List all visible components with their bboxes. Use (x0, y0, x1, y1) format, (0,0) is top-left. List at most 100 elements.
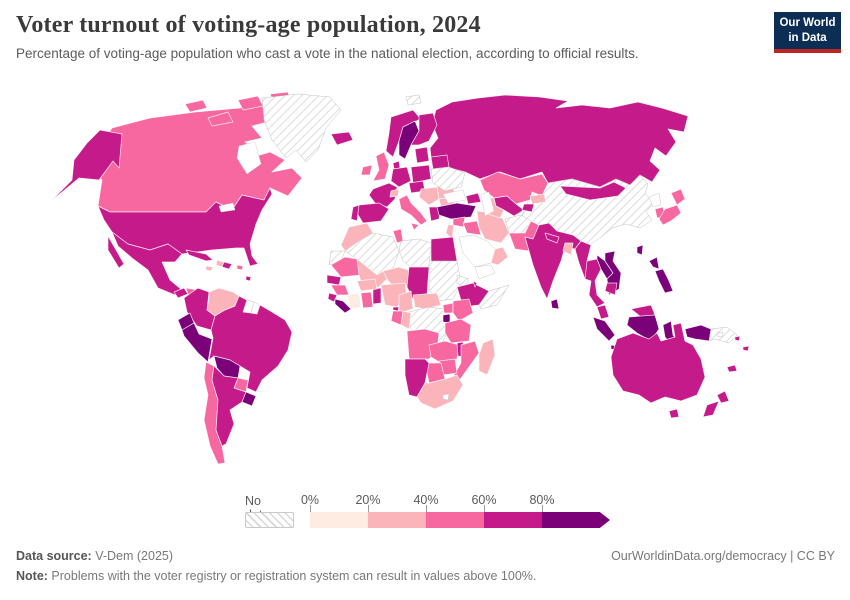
country-bangladesh[interactable] (562, 242, 574, 256)
country-canada[interactable] (207, 111, 234, 127)
country-srilanka[interactable] (550, 298, 560, 310)
country-svalbard[interactable] (405, 94, 422, 106)
country-jamaica[interactable] (205, 265, 214, 272)
country-mozambique[interactable] (452, 340, 480, 382)
country-iraq[interactable] (462, 220, 482, 236)
country-zambia[interactable] (428, 340, 460, 364)
country-nkorea[interactable] (648, 192, 662, 208)
country-baltics[interactable] (414, 146, 430, 164)
country-uganda[interactable] (442, 302, 454, 314)
country-usa[interactable] (49, 129, 123, 203)
country-mongolia[interactable] (559, 181, 627, 201)
country-yemen[interactable] (474, 264, 496, 280)
country-newzealand[interactable] (716, 390, 730, 404)
country-togobenin[interactable] (372, 287, 382, 305)
country-ukraine[interactable] (430, 166, 466, 192)
country-indonesia[interactable] (684, 324, 712, 342)
country-iceland[interactable] (330, 131, 354, 146)
country-uruguay[interactable] (241, 391, 257, 407)
country-southafrica[interactable] (416, 374, 464, 410)
legend-bin-60-80[interactable] (484, 512, 542, 528)
country-switzerland[interactable] (389, 188, 400, 198)
country-taiwan[interactable] (636, 244, 644, 256)
country-belarus[interactable] (430, 154, 450, 170)
country-madagascar[interactable] (478, 338, 496, 376)
legend-bin-20-40[interactable] (368, 512, 426, 528)
country-malaysia[interactable] (596, 304, 610, 320)
country-russia[interactable] (429, 94, 689, 188)
country-eqguinea[interactable] (392, 306, 400, 312)
country-car[interactable] (412, 292, 442, 310)
country-domrep[interactable] (221, 261, 233, 270)
country-puertorico[interactable] (236, 264, 244, 271)
country-kenya[interactable] (452, 298, 474, 322)
country-lesotho[interactable] (442, 393, 450, 401)
country-burkina[interactable] (356, 278, 378, 292)
country-australia[interactable] (668, 408, 680, 419)
country-vanuatu[interactable] (734, 335, 741, 342)
country-guinea[interactable] (330, 284, 350, 296)
country-uzbekistan[interactable] (493, 195, 525, 217)
country-mexico[interactable] (107, 235, 125, 269)
country-trinidad[interactable] (245, 275, 252, 282)
country-sudan[interactable] (428, 260, 462, 302)
country-spain[interactable] (356, 202, 390, 224)
country-oman[interactable] (490, 246, 509, 266)
country-canada[interactable] (184, 99, 208, 113)
country-turkey[interactable] (436, 202, 477, 220)
country-tanzania[interactable] (444, 318, 472, 344)
legend-bin-80-100[interactable] (542, 512, 610, 528)
country-balkans[interactable] (418, 186, 440, 206)
country-germany[interactable] (390, 166, 412, 188)
country-philippines[interactable] (654, 268, 674, 294)
country-solomon[interactable] (716, 331, 724, 338)
black-sea (442, 189, 467, 204)
legend-bin-0-20[interactable] (310, 512, 368, 528)
country-syria[interactable] (452, 216, 466, 228)
country-sweden[interactable] (398, 120, 420, 160)
country-ghana[interactable] (360, 291, 374, 309)
country-kyrgyzstan[interactable] (529, 193, 547, 205)
country-italy[interactable] (398, 194, 428, 226)
owid-link[interactable]: OurWorldinData.org/democracy | CC BY (611, 549, 835, 563)
country-libya[interactable] (398, 238, 432, 272)
country-peru[interactable] (181, 322, 213, 363)
country-png[interactable] (708, 326, 738, 344)
owid-logo[interactable]: Our World in Data (774, 12, 841, 53)
country-congo[interactable] (400, 310, 412, 330)
country-finland[interactable] (410, 112, 438, 146)
country-france[interactable] (368, 182, 398, 208)
country-japan[interactable] (670, 188, 686, 206)
country-indonesia[interactable] (592, 316, 616, 342)
country-cameroon[interactable] (398, 290, 414, 314)
country-newcaledonia[interactable] (726, 364, 738, 373)
country-fiji[interactable] (742, 345, 750, 352)
country-djibouti[interactable] (472, 280, 478, 288)
country-newzealand[interactable] (702, 400, 720, 418)
country-somalia[interactable] (478, 284, 510, 310)
country-poland[interactable] (410, 164, 432, 184)
country-senegal[interactable] (326, 274, 342, 286)
country-ivorycoast[interactable] (346, 292, 362, 310)
country-uk[interactable] (372, 151, 390, 182)
country-italy[interactable] (410, 222, 420, 231)
country-rwandaburundi[interactable] (442, 313, 451, 324)
country-liberia[interactable] (334, 298, 352, 314)
country-greenland[interactable] (261, 93, 342, 163)
country-caucasus[interactable] (465, 192, 482, 205)
country-mexico[interactable] (111, 231, 183, 296)
country-ireland[interactable] (360, 164, 373, 176)
page-title: Voter turnout of voting-age population, … (16, 12, 481, 38)
country-argentina[interactable] (211, 365, 247, 447)
legend-bin-40-60[interactable] (426, 512, 484, 528)
country-cuba[interactable] (185, 249, 214, 262)
country-nepal[interactable] (544, 232, 560, 244)
country-cambodia[interactable] (604, 282, 618, 296)
country-philippines[interactable] (648, 256, 660, 270)
country-portugal[interactable] (350, 204, 360, 222)
country-japan[interactable] (658, 204, 682, 226)
country-australia[interactable] (610, 322, 706, 404)
note-text: Problems with the voter registry or regi… (47, 569, 537, 583)
country-tajikistan[interactable] (521, 203, 535, 213)
legend-no-data-swatch[interactable] (245, 512, 294, 528)
